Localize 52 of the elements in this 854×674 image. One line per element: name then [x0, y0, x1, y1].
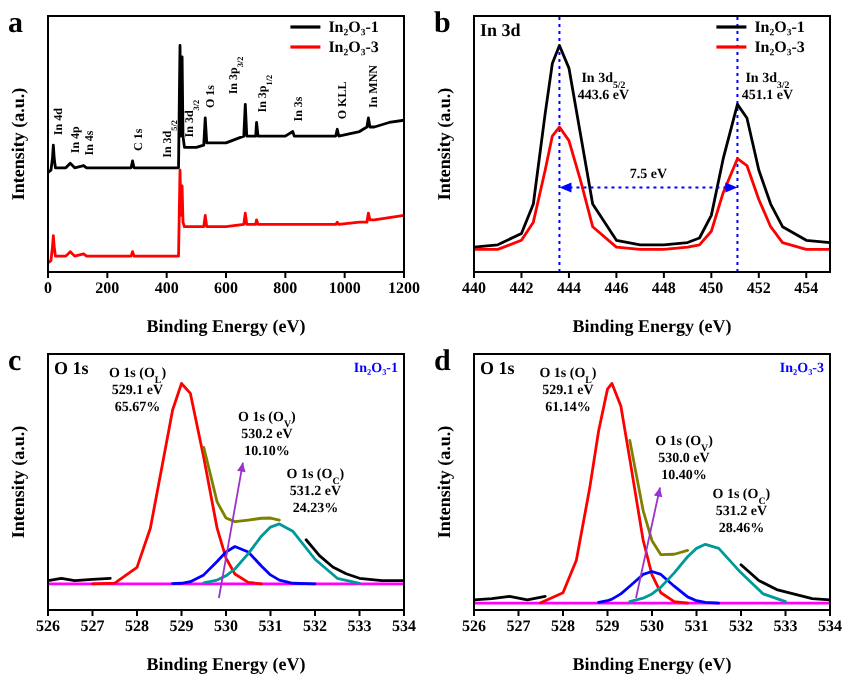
- x-tick-label: 527: [80, 617, 105, 636]
- x-tick-label: 526: [462, 617, 486, 636]
- x-tick-label: 448: [651, 279, 676, 298]
- x-tick-label: 1000: [328, 279, 361, 298]
- x-tick-label: 450: [699, 279, 724, 298]
- text: O 1s: [54, 358, 90, 378]
- text: d: [434, 346, 452, 378]
- y-axis-title: Intensity (a.u.): [8, 425, 29, 539]
- y-axis-title: Intensity (a.u.): [8, 87, 29, 201]
- x-axis-title: Binding Energy (eV): [572, 654, 732, 674]
- x-tick-label: 200: [95, 279, 120, 298]
- x-tick-label: 528: [125, 617, 149, 636]
- x-tick-label: 444: [556, 279, 581, 298]
- x-tick-label: 600: [214, 279, 238, 298]
- x-tick-label: 529: [595, 617, 620, 636]
- x-tick-label: 530: [214, 617, 238, 636]
- x-tick-label: 529: [169, 617, 194, 636]
- y-axis-title: Intensity (a.u.): [434, 425, 455, 539]
- x-tick-label: 800: [273, 279, 298, 298]
- y-axis-title: Intensity (a.u.): [434, 87, 455, 201]
- x-tick-label: 532: [303, 617, 327, 636]
- x-tick-label: 534: [818, 617, 842, 636]
- x-tick-label: 533: [347, 617, 372, 636]
- legend-label: In₂O₃-1: [328, 18, 379, 36]
- x-tick-label: 442: [509, 279, 534, 298]
- x-axis-title: Binding Energy (eV): [146, 654, 306, 674]
- x-tick-label: 1200: [388, 279, 420, 298]
- x-tick-label: 454: [794, 279, 819, 298]
- x-tick-label: 440: [462, 279, 486, 298]
- x-tick-label: 446: [604, 279, 629, 298]
- x-tick-label: 531: [258, 617, 283, 636]
- text: O 1s: [480, 358, 516, 378]
- legend-label: In₂O₃-3: [328, 38, 379, 56]
- text: b: [434, 8, 451, 40]
- x-tick-label: 0: [44, 279, 52, 298]
- text: In 3d: [480, 20, 521, 40]
- x-axis-title: Binding Energy (eV): [146, 316, 306, 336]
- x-tick-label: 531: [684, 617, 709, 636]
- x-axis-title: Binding Energy (eV): [572, 316, 732, 336]
- text: c: [8, 346, 22, 378]
- x-tick-label: 530: [640, 617, 664, 636]
- x-tick-label: 534: [392, 617, 416, 636]
- x-tick-label: 533: [773, 617, 798, 636]
- x-tick-label: 532: [729, 617, 753, 636]
- legend-label: In₂O₃-3: [754, 38, 805, 56]
- x-tick-label: 400: [154, 279, 179, 298]
- x-tick-label: 452: [746, 279, 771, 298]
- x-tick-label: 526: [36, 617, 60, 636]
- text: a: [8, 8, 24, 40]
- x-tick-label: 528: [551, 617, 575, 636]
- legend-label: In₂O₃-1: [754, 18, 805, 36]
- x-tick-label: 527: [506, 617, 531, 636]
